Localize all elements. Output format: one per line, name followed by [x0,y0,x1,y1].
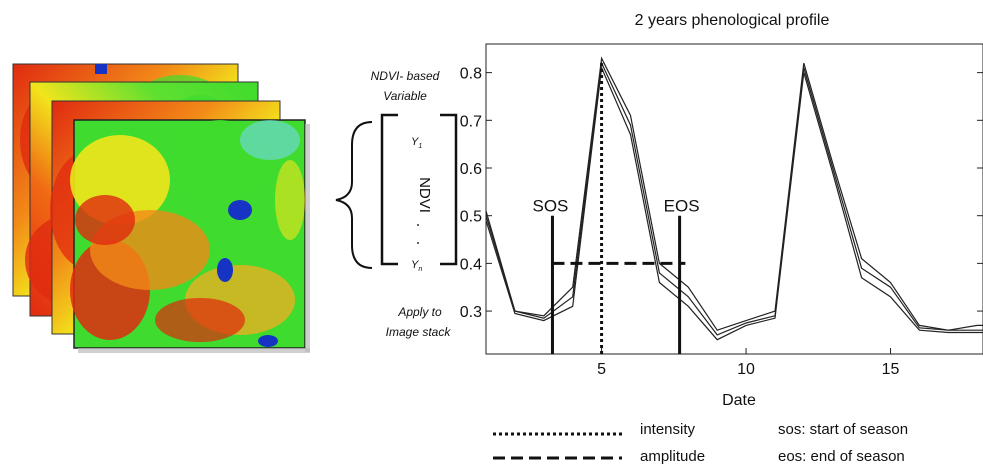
y-axis: 0.3 0.4 0.5 0.6 0.7 0.8 [460,66,983,321]
curly-brace [335,121,373,269]
legend: intensity amplitude sos: start of season… [493,421,908,465]
plot-area [485,43,983,355]
legend-intensity-label: intensity [640,421,696,438]
x-tick-label: 15 [882,361,900,378]
series-lines [485,56,983,341]
apply-label-line2: Image stack [386,325,452,339]
y-tick-label: 0.5 [460,209,482,226]
apply-label-line1: Apply to [397,305,442,319]
x-axis-label: Date [722,392,756,409]
vector-left-bracket [380,113,398,266]
eos-label: EOS [664,197,700,216]
y-tick-label: 0.8 [460,66,482,83]
ndvi-vector: NDVI- based Variable Y1 NDVI Yn Apply to… [371,69,458,339]
chart-title: 2 years phenological profile [635,12,830,29]
variable-label-line2: Variable [383,89,427,103]
phenology-chart: 2 years phenological profile 0.30.40.50.… [460,12,983,409]
y-tick-label: 0.4 [460,256,482,273]
ndvi-image-front [70,119,306,349]
variable-label-line1: NDVI- based [371,69,440,83]
vector-first-element: Y1 [411,136,422,150]
x-tick-label: 5 [597,361,606,378]
legend-sos-note: sos: start of season [778,421,908,438]
legend-amplitude-label: amplitude [640,448,705,465]
y-tick-label: 0.6 [460,161,482,178]
series-line-3 [485,65,983,341]
series-line-1 [485,56,983,331]
vector-right-bracket [440,113,458,266]
legend-eos-note: eos: end of season [778,448,905,465]
image-stack [12,63,310,353]
vector-ellipsis-dot [417,242,419,244]
sos-label: SOS [533,197,569,216]
series-line-2 [485,60,983,336]
vector-ellipsis-dot [417,224,419,226]
y-tick-label: 0.7 [460,113,482,130]
x-tick-label: 10 [737,361,755,378]
x-axis: 5 10 15 [597,348,900,378]
y-tick-label: 0.3 [460,304,482,321]
vector-name: NDVI [416,177,433,213]
season-annotations: SOS EOS [533,63,700,354]
vector-last-element: Yn [411,259,422,273]
